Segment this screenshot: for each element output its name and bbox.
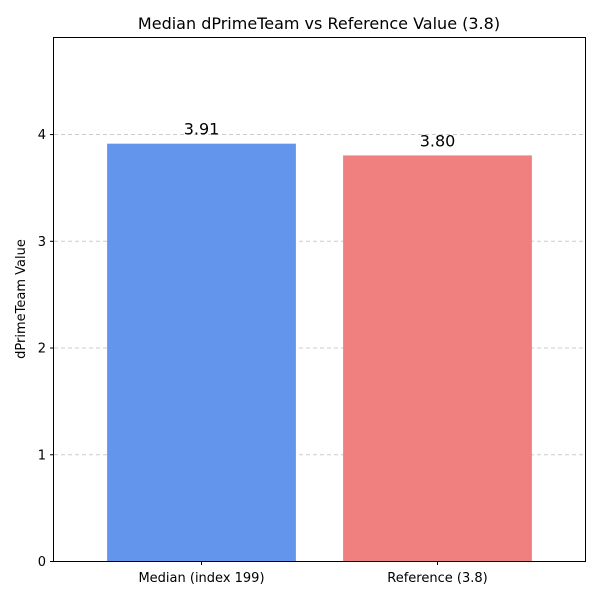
data-labels: 3.91 3.80 (184, 120, 456, 151)
bar (107, 143, 296, 561)
bar (343, 155, 532, 562)
y-tick-label: 2 (38, 342, 46, 357)
y-tick-label: 1 (38, 448, 46, 463)
y-tick-label: 3 (38, 235, 46, 250)
data-label: 3.80 (420, 131, 456, 150)
x-tick-label: Reference (3.8) (387, 571, 487, 586)
data-label: 3.91 (184, 120, 220, 139)
bars (107, 143, 532, 562)
y-axis-label: dPrimeTeam Value (14, 239, 29, 359)
x-tick-label: Median (index 199) (138, 571, 264, 586)
y-tick-label: 4 (38, 128, 46, 143)
x-axis-ticks: Median (index 199) Reference (3.8) (138, 561, 488, 586)
plot-frame (53, 37, 586, 562)
chart-title: Median dPrimeTeam vs Reference Value (3.… (138, 14, 500, 33)
y-axis-ticks: 0 1 2 3 4 (38, 128, 54, 570)
y-tick-label: 0 (38, 555, 46, 570)
